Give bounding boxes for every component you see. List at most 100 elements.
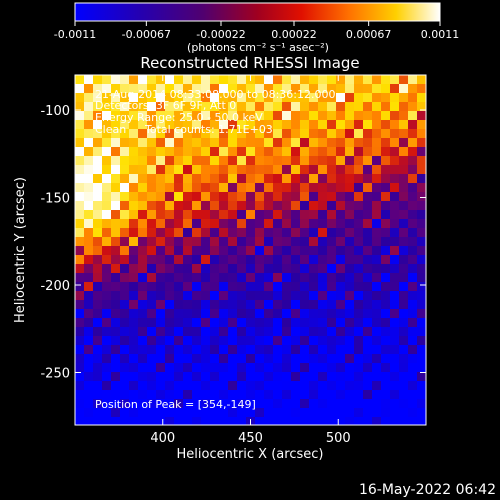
heatmap-cell (129, 300, 139, 310)
heatmap-cell (120, 111, 130, 121)
heatmap-cell (264, 327, 274, 337)
heatmap-cell (417, 291, 426, 301)
heatmap-cell (84, 327, 94, 337)
heatmap-cell (183, 372, 193, 382)
heatmap-cell (264, 129, 274, 139)
heatmap-cell (246, 156, 256, 166)
heatmap-cell (183, 381, 193, 391)
heatmap-cell (246, 129, 256, 139)
heatmap-cell (201, 183, 211, 193)
heatmap-cell (147, 75, 157, 85)
heatmap-cell (165, 111, 175, 121)
heatmap-cell (111, 75, 121, 85)
heatmap-cell (399, 102, 409, 112)
heatmap-cell (192, 93, 202, 103)
heatmap-cell (318, 183, 328, 193)
heatmap-cell (309, 129, 319, 139)
heatmap-cell (381, 336, 391, 346)
heatmap-cell (129, 102, 139, 112)
heatmap-cell (228, 237, 238, 247)
heatmap-cell (381, 156, 391, 166)
heatmap-cell (264, 156, 274, 166)
heatmap-cell (219, 345, 229, 355)
heatmap-cell (219, 183, 229, 193)
heatmap-cell (381, 273, 391, 283)
heatmap-cell (291, 354, 301, 364)
heatmap-cell (237, 156, 247, 166)
heatmap-cell (291, 165, 301, 175)
annotation-total-counts: Total counts: 1.71E+03 (144, 123, 273, 136)
heatmap-cell (138, 183, 148, 193)
heatmap-cell (318, 282, 328, 292)
heatmap-cell (156, 354, 166, 364)
heatmap-cell (111, 147, 121, 157)
heatmap-cell (147, 255, 157, 265)
heatmap-cell (408, 183, 418, 193)
heatmap-cell (309, 111, 319, 121)
heatmap-cell (219, 417, 229, 425)
heatmap-cell (408, 228, 418, 238)
heatmap-cell (84, 228, 94, 238)
heatmap-cell (264, 210, 274, 220)
heatmap-cell (408, 327, 418, 337)
heatmap-cell (174, 318, 184, 328)
heatmap-cell (174, 300, 184, 310)
heatmap-cell (372, 165, 382, 175)
heatmap-cell (309, 120, 319, 130)
heatmap-cell (120, 156, 130, 166)
heatmap-cell (363, 372, 373, 382)
heatmap-cell (264, 111, 274, 121)
heatmap-cell (237, 417, 247, 425)
heatmap-cell (228, 264, 238, 274)
heatmap-cell (399, 210, 409, 220)
heatmap-cell (237, 399, 247, 409)
heatmap-cell (129, 399, 139, 409)
heatmap-cell (291, 138, 301, 148)
heatmap-cell (219, 93, 229, 103)
heatmap-cell (309, 309, 319, 319)
heatmap-cell (336, 282, 346, 292)
heatmap-cell (390, 156, 400, 166)
heatmap-cell (273, 381, 283, 391)
heatmap-cell (183, 219, 193, 229)
heatmap-cell (111, 417, 121, 425)
heatmap-cell (327, 219, 337, 229)
heatmap-cell (354, 192, 364, 202)
heatmap-cell (174, 219, 184, 229)
heatmap-cell (408, 111, 418, 121)
heatmap-cell (318, 417, 328, 425)
heatmap-cell (237, 138, 247, 148)
heatmap-cell (381, 399, 391, 409)
heatmap-cell (111, 381, 121, 391)
heatmap-cell (201, 345, 211, 355)
heatmap-cell (345, 363, 355, 373)
heatmap-cell (192, 354, 202, 364)
heatmap-cell (138, 300, 148, 310)
heatmap-cell (408, 363, 418, 373)
heatmap-cell (165, 417, 175, 425)
heatmap-cell (372, 309, 382, 319)
heatmap-cell (399, 138, 409, 148)
heatmap-cell (147, 129, 157, 139)
heatmap-cell (174, 201, 184, 211)
x-tick-label: 400 (150, 431, 175, 446)
heatmap-cell (282, 417, 292, 425)
heatmap-cell (255, 300, 265, 310)
heatmap-cell (129, 417, 139, 425)
heatmap-cell (381, 219, 391, 229)
heatmap-cell (111, 273, 121, 283)
heatmap-cell (129, 282, 139, 292)
heatmap-cell (282, 372, 292, 382)
heatmap-cell (345, 345, 355, 355)
heatmap-cell (183, 390, 193, 400)
heatmap-cell (228, 372, 238, 382)
heatmap-cell (75, 246, 85, 256)
heatmap-cell (345, 174, 355, 184)
heatmap-cell (417, 210, 426, 220)
heatmap-cell (372, 417, 382, 425)
heatmap-cell (363, 390, 373, 400)
heatmap-cell (111, 174, 121, 184)
heatmap-cell (273, 264, 283, 274)
heatmap-cell (345, 156, 355, 166)
heatmap-cell (309, 345, 319, 355)
